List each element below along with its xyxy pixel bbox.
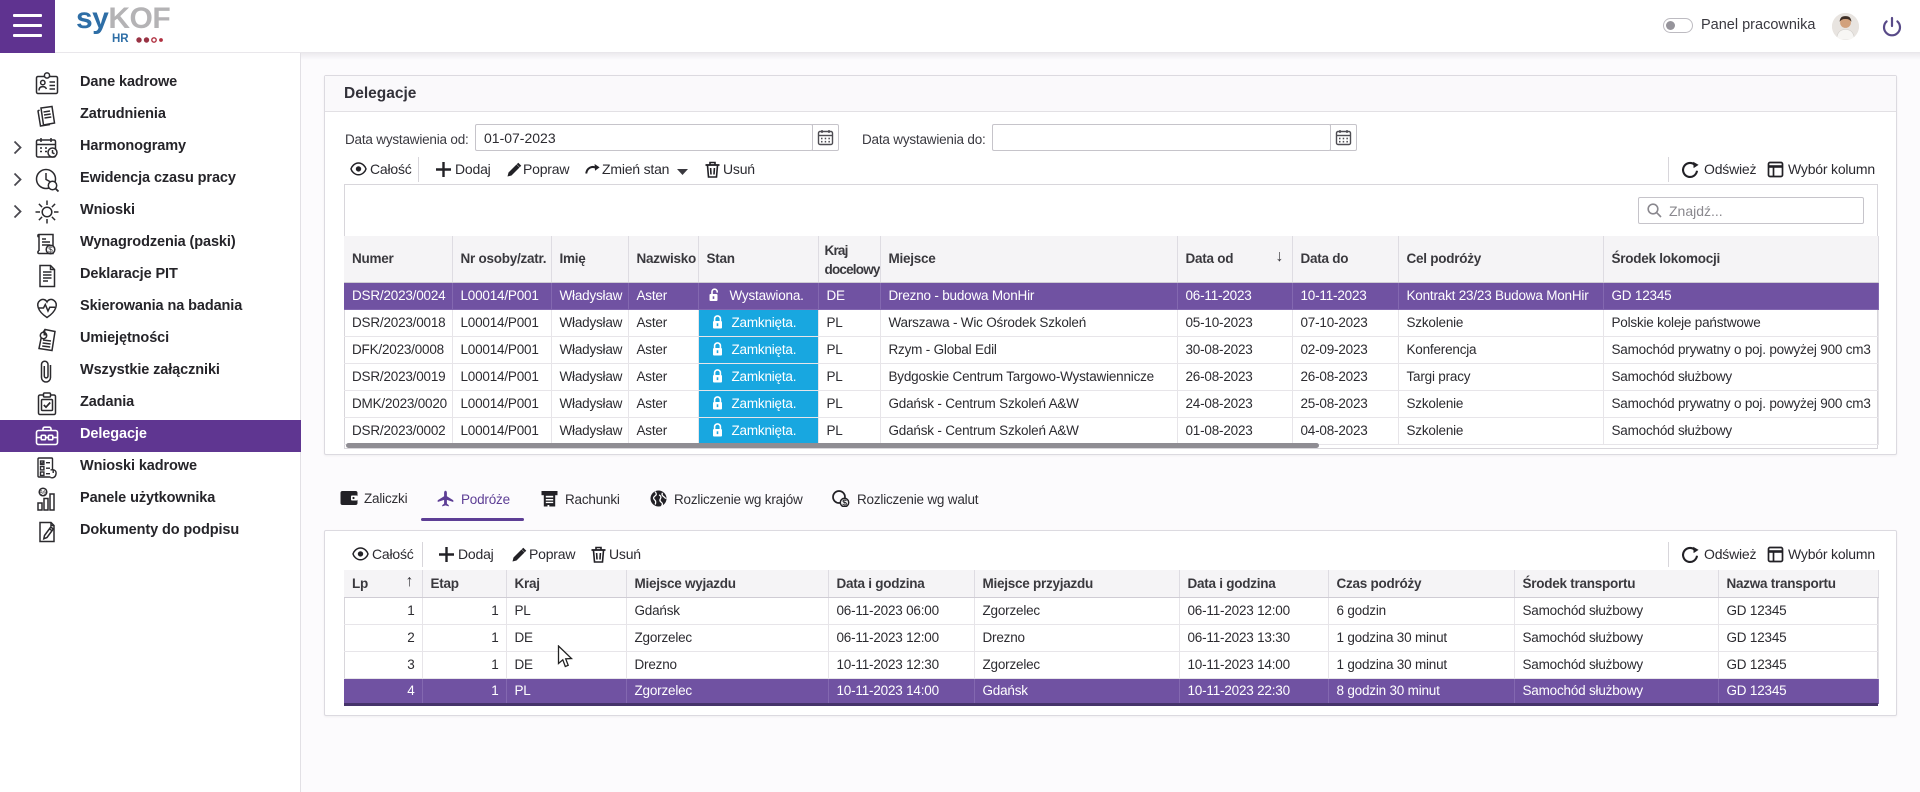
svg-text:%: % — [40, 488, 47, 497]
svg-text:$: $ — [842, 497, 847, 507]
svg-text:$: $ — [48, 246, 53, 255]
